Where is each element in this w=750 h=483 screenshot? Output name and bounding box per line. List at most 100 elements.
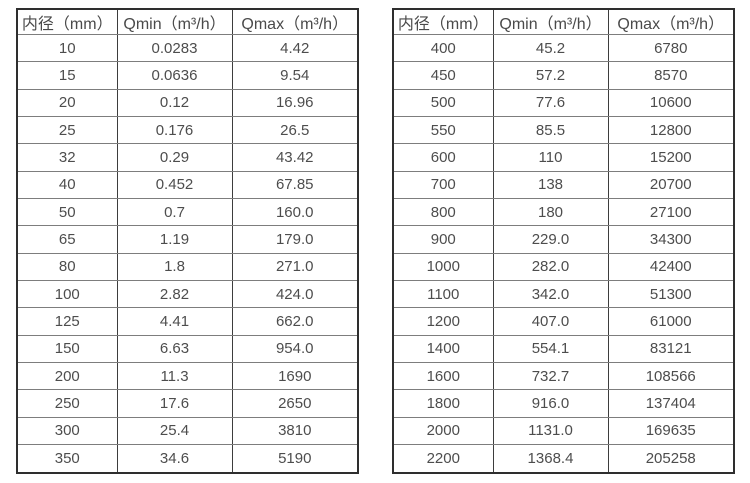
table-cell: 342.0 xyxy=(492,280,609,309)
table-cell: 25 xyxy=(16,116,118,145)
table-cell: 16.96 xyxy=(231,88,359,118)
table-row: 1000 282.0 42400 xyxy=(392,252,735,282)
table-row: 20 0.12 16.96 xyxy=(16,88,359,118)
table-cell: 80 xyxy=(16,252,118,282)
table-cell: 10 xyxy=(16,33,118,63)
table-body: 10 0.0283 4.42 15 0.0636 9.54 20 0.12 16.96 25 0.1… xyxy=(16,33,359,474)
table-cell: 282.0 xyxy=(492,252,609,282)
table-row: 2000 1131.0 169635 xyxy=(392,416,735,446)
table-cell: 2200 xyxy=(392,444,494,474)
table-cell: 40 xyxy=(16,170,118,200)
table-cell: 50 xyxy=(16,198,118,227)
table-cell: 662.0 xyxy=(231,307,359,336)
table-cell: 450 xyxy=(392,61,494,90)
table-row: 250 17.6 2650 xyxy=(16,389,359,418)
table-cell: 0.12 xyxy=(116,88,233,118)
table-cell: 43.42 xyxy=(231,143,359,172)
table-cell: 1600 xyxy=(392,362,494,391)
table-cell: 26.5 xyxy=(231,116,359,145)
table-row: 150 6.63 954.0 xyxy=(16,334,359,364)
col-header-qmax: Qmax（m³/h） xyxy=(607,8,735,35)
table-cell: 550 xyxy=(392,116,494,145)
table-row: 40 0.452 67.85 xyxy=(16,170,359,200)
table-cell: 42400 xyxy=(607,252,735,282)
table-cell: 57.2 xyxy=(492,61,609,90)
table-cell: 0.452 xyxy=(116,170,233,200)
col-header-qmax: Qmax（m³/h） xyxy=(231,8,359,35)
table-cell: 3810 xyxy=(231,416,359,446)
table-cell: 180 xyxy=(492,198,609,227)
table-cell: 500 xyxy=(392,88,494,118)
table-cell: 1131.0 xyxy=(492,416,609,446)
table-cell: 108566 xyxy=(607,362,735,391)
table-row: 25 0.176 26.5 xyxy=(16,116,359,145)
table-row: 32 0.29 43.42 xyxy=(16,143,359,172)
table-row: 1400 554.1 83121 xyxy=(392,334,735,364)
table-cell: 12800 xyxy=(607,116,735,145)
table-cell: 138 xyxy=(492,170,609,200)
table-cell: 179.0 xyxy=(231,225,359,254)
col-header-qmin: Qmin（m³/h） xyxy=(116,8,233,35)
col-header-inner-diameter: 内径（mm） xyxy=(16,8,118,35)
table-row: 700 138 20700 xyxy=(392,170,735,200)
table-cell: 125 xyxy=(16,307,118,336)
table-cell: 271.0 xyxy=(231,252,359,282)
table-cell: 15200 xyxy=(607,143,735,172)
table-row: 1200 407.0 61000 xyxy=(392,307,735,336)
table-cell: 160.0 xyxy=(231,198,359,227)
table-cell: 4.42 xyxy=(231,33,359,63)
table-cell: 61000 xyxy=(607,307,735,336)
table-row: 1100 342.0 51300 xyxy=(392,280,735,309)
table-cell: 229.0 xyxy=(492,225,609,254)
table-cell: 200 xyxy=(16,362,118,391)
table-row: 80 1.8 271.0 xyxy=(16,252,359,282)
table-cell: 2000 xyxy=(392,416,494,446)
table-cell: 0.0636 xyxy=(116,61,233,90)
table-cell: 4.41 xyxy=(116,307,233,336)
table-cell: 67.85 xyxy=(231,170,359,200)
table-cell: 25.4 xyxy=(116,416,233,446)
table-cell: 1690 xyxy=(231,362,359,391)
table-cell: 700 xyxy=(392,170,494,200)
table-cell: 34.6 xyxy=(116,444,233,474)
table-cell: 250 xyxy=(16,389,118,418)
table-cell: 424.0 xyxy=(231,280,359,309)
table-cell: 1368.4 xyxy=(492,444,609,474)
table-cell: 0.29 xyxy=(116,143,233,172)
table-cell: 15 xyxy=(16,61,118,90)
table-row: 15 0.0636 9.54 xyxy=(16,61,359,90)
table-cell: 27100 xyxy=(607,198,735,227)
table-body: 400 45.2 6780 450 57.2 8570 500 77.6 10600 550 85.… xyxy=(392,33,735,474)
header-row: 内径（mm） Qmin（m³/h） Qmax（m³/h） xyxy=(392,8,735,35)
table-row: 2200 1368.4 205258 xyxy=(392,444,735,474)
table-row: 300 25.4 3810 xyxy=(16,416,359,446)
table-row: 125 4.41 662.0 xyxy=(16,307,359,336)
table-cell: 554.1 xyxy=(492,334,609,364)
table-cell: 900 xyxy=(392,225,494,254)
table-cell: 400 xyxy=(392,33,494,63)
header-row: 内径（mm） Qmin（m³/h） Qmax（m³/h） xyxy=(16,8,359,35)
table-cell: 732.7 xyxy=(492,362,609,391)
table-cell: 1.8 xyxy=(116,252,233,282)
table-cell: 2.82 xyxy=(116,280,233,309)
table-row: 500 77.6 10600 xyxy=(392,88,735,118)
table-cell: 2650 xyxy=(231,389,359,418)
table-cell: 205258 xyxy=(607,444,735,474)
table-cell: 77.6 xyxy=(492,88,609,118)
col-header-qmin: Qmin（m³/h） xyxy=(492,8,609,35)
table-cell: 10600 xyxy=(607,88,735,118)
table-cell: 11.3 xyxy=(116,362,233,391)
table-cell: 20 xyxy=(16,88,118,118)
table-cell: 300 xyxy=(16,416,118,446)
table-cell: 110 xyxy=(492,143,609,172)
table-row: 800 180 27100 xyxy=(392,198,735,227)
table-cell: 954.0 xyxy=(231,334,359,364)
table-cell: 0.176 xyxy=(116,116,233,145)
table-row: 600 110 15200 xyxy=(392,143,735,172)
table-cell: 17.6 xyxy=(116,389,233,418)
table-cell: 51300 xyxy=(607,280,735,309)
table-cell: 1400 xyxy=(392,334,494,364)
flow-table-right: 内径（mm） Qmin（m³/h） Qmax（m³/h） 400 45.2 6780… xyxy=(392,8,735,474)
table-cell: 407.0 xyxy=(492,307,609,336)
table-row: 10 0.0283 4.42 xyxy=(16,33,359,63)
